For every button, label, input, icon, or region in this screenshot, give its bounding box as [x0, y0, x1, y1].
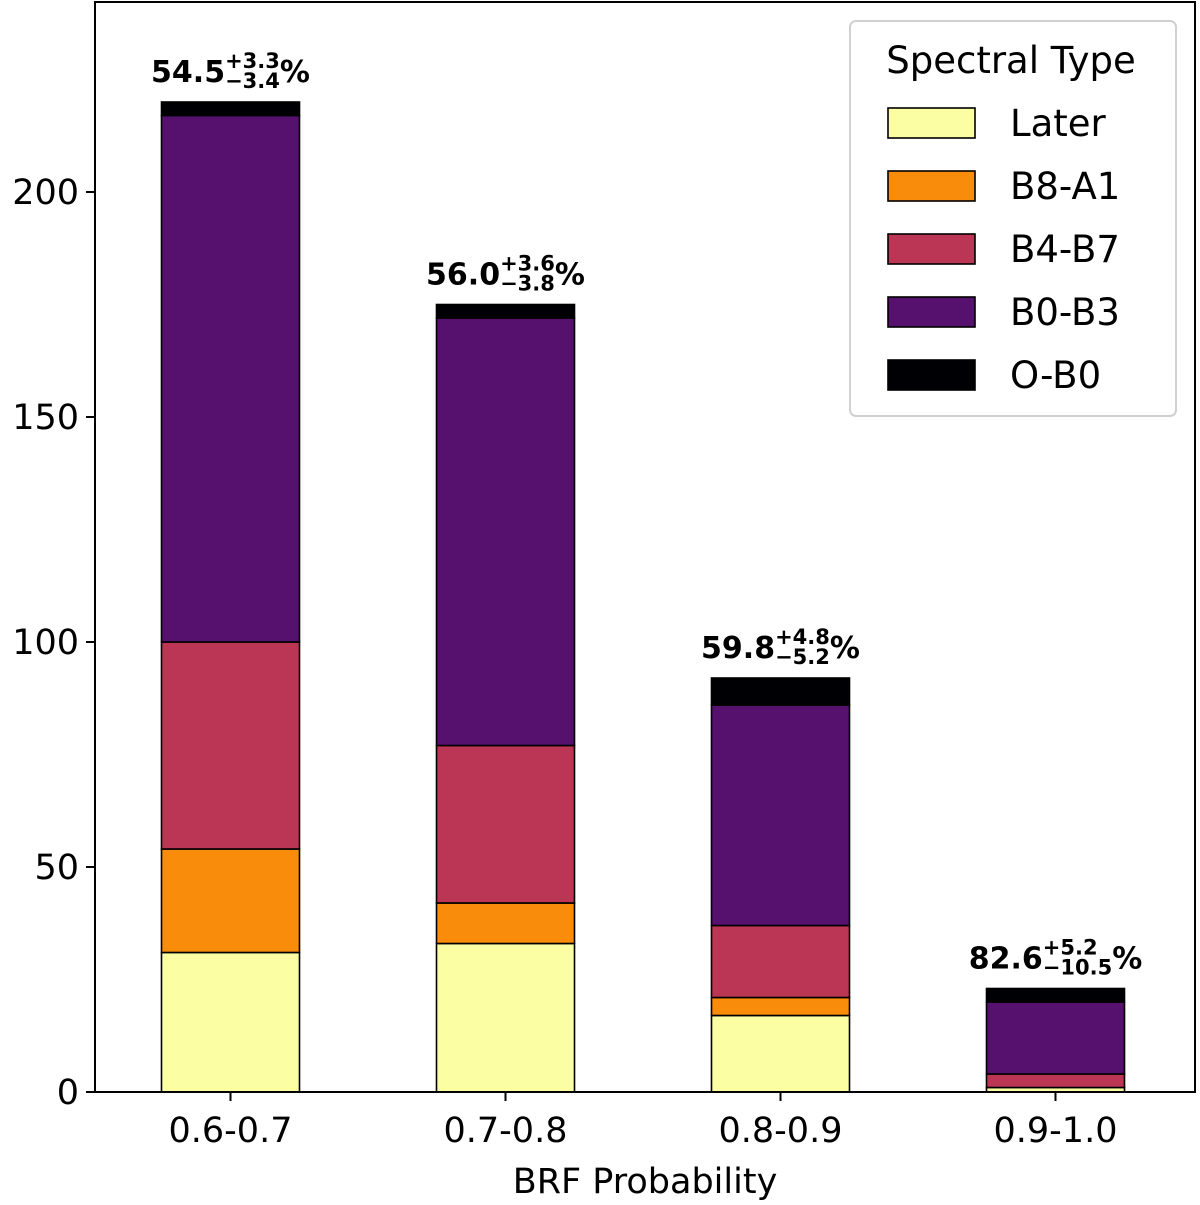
annotation-value: 54.5 — [151, 55, 225, 90]
annotation-lower-error: −5.2 — [775, 645, 830, 669]
bar-segment-b0-b3-0.9-1.0 — [985, 1001, 1126, 1075]
bar-annotation-0.9-1.0: 82.6+5.2 −10.5% — [969, 936, 1143, 980]
bar-segment-o-b0-0.6-0.7 — [160, 101, 301, 117]
legend-swatch-b0-b3 — [887, 296, 976, 328]
bar-segment-o-b0-0.9-1.0 — [985, 987, 1126, 1003]
legend-label-b8-a1: B8-A1 — [1010, 165, 1120, 208]
bar-segment-b8-a1-0.6-0.7 — [160, 848, 301, 954]
bar-segment-b4-b7-0.7-0.8 — [435, 744, 576, 904]
bar-segment-b4-b7-0.6-0.7 — [160, 641, 301, 850]
bar-annotation-0.7-0.8: 56.0+3.6 −3.8% — [426, 252, 585, 296]
bar-segment-b8-a1-0.7-0.8 — [435, 902, 576, 945]
bar-segment-b8-a1-0.8-0.9 — [710, 996, 851, 1017]
annotation-lower-error: −3.4 — [225, 69, 280, 93]
y-tick-label: 50 — [34, 848, 79, 888]
legend-label-b4-b7: B4-B7 — [1010, 228, 1120, 271]
annotations-layer: 54.5+3.3 −3.4%56.0+3.6 −3.8%59.8+4.8 −5.2%8… — [151, 49, 1142, 980]
bar-annotation-0.6-0.7: 54.5+3.3 −3.4% — [151, 49, 310, 93]
annotation-suffix: % — [280, 55, 310, 90]
bars-layer — [160, 101, 1126, 1093]
y-tick-label: 150 — [12, 398, 79, 438]
bar-segment-b4-b7-0.9-1.0 — [985, 1073, 1126, 1089]
bar-segment-o-b0-0.7-0.8 — [435, 303, 576, 319]
annotation-suffix: % — [555, 258, 585, 293]
x-tick-label-0.6-0.7: 0.6-0.7 — [169, 1111, 293, 1151]
annotation-upper-error: +4.8 — [775, 625, 830, 649]
y-tick-label: 0 — [57, 1073, 79, 1113]
bar-segment-b0-b3-0.6-0.7 — [160, 114, 301, 643]
annotation-suffix: % — [1112, 942, 1142, 977]
legend: Spectral Type Later B8-A1 B4-B7 B0-B3 O-B0 — [849, 20, 1177, 417]
annotation-upper-error: +5.2 — [1043, 936, 1098, 960]
annotation-lower-error: −10.5 — [1043, 956, 1112, 980]
plot-frame — [94, 1, 1196, 1093]
bar-segment-b4-b7-0.8-0.9 — [710, 924, 851, 999]
bar-segment-b0-b3-0.7-0.8 — [435, 317, 576, 747]
x-tick-label-0.9-1.0: 0.9-1.0 — [994, 1111, 1118, 1151]
bar-segment-o-b0-0.8-0.9 — [710, 677, 851, 706]
legend-swatch-b4-b7 — [887, 233, 976, 265]
legend-title: Spectral Type — [886, 39, 1136, 82]
y-tick-label: 100 — [12, 623, 79, 663]
bar-segment-later-0.8-0.9 — [710, 1014, 851, 1093]
annotation-value: 56.0 — [426, 258, 500, 293]
annotation-upper-error: +3.3 — [225, 49, 280, 73]
x-axis-label: BRF Probability — [513, 1162, 778, 1201]
annotation-lower-error: −3.8 — [500, 272, 555, 296]
legend-label-later: Later — [1010, 102, 1107, 145]
bar-segment-b0-b3-0.8-0.9 — [710, 704, 851, 927]
x-tick-label-0.7-0.8: 0.7-0.8 — [444, 1111, 568, 1151]
bar-annotation-0.8-0.9: 59.8+4.8 −5.2% — [701, 625, 860, 669]
x-tick-label-0.8-0.9: 0.8-0.9 — [719, 1111, 843, 1151]
bar-segment-later-0.7-0.8 — [435, 942, 576, 1093]
legend-label-o-b0: O-B0 — [1010, 354, 1101, 397]
legend-swatch-o-b0 — [887, 359, 976, 391]
legend-label-b0-b3: B0-B3 — [1010, 291, 1120, 334]
y-tick-label: 200 — [12, 173, 79, 213]
legend-swatch-later — [887, 107, 976, 139]
annotation-upper-error: +3.6 — [500, 252, 555, 276]
legend-swatch-b8-a1 — [887, 170, 976, 202]
bar-segment-later-0.6-0.7 — [160, 951, 301, 1093]
axes-layer: 0 50 100 150 200 0.6-0.7 0.7-0.8 0.8-0.9 0.9-1.0 — [12, 1, 1196, 1151]
annotation-value: 59.8 — [701, 631, 775, 666]
annotation-suffix: % — [830, 631, 860, 666]
annotation-value: 82.6 — [969, 942, 1043, 977]
